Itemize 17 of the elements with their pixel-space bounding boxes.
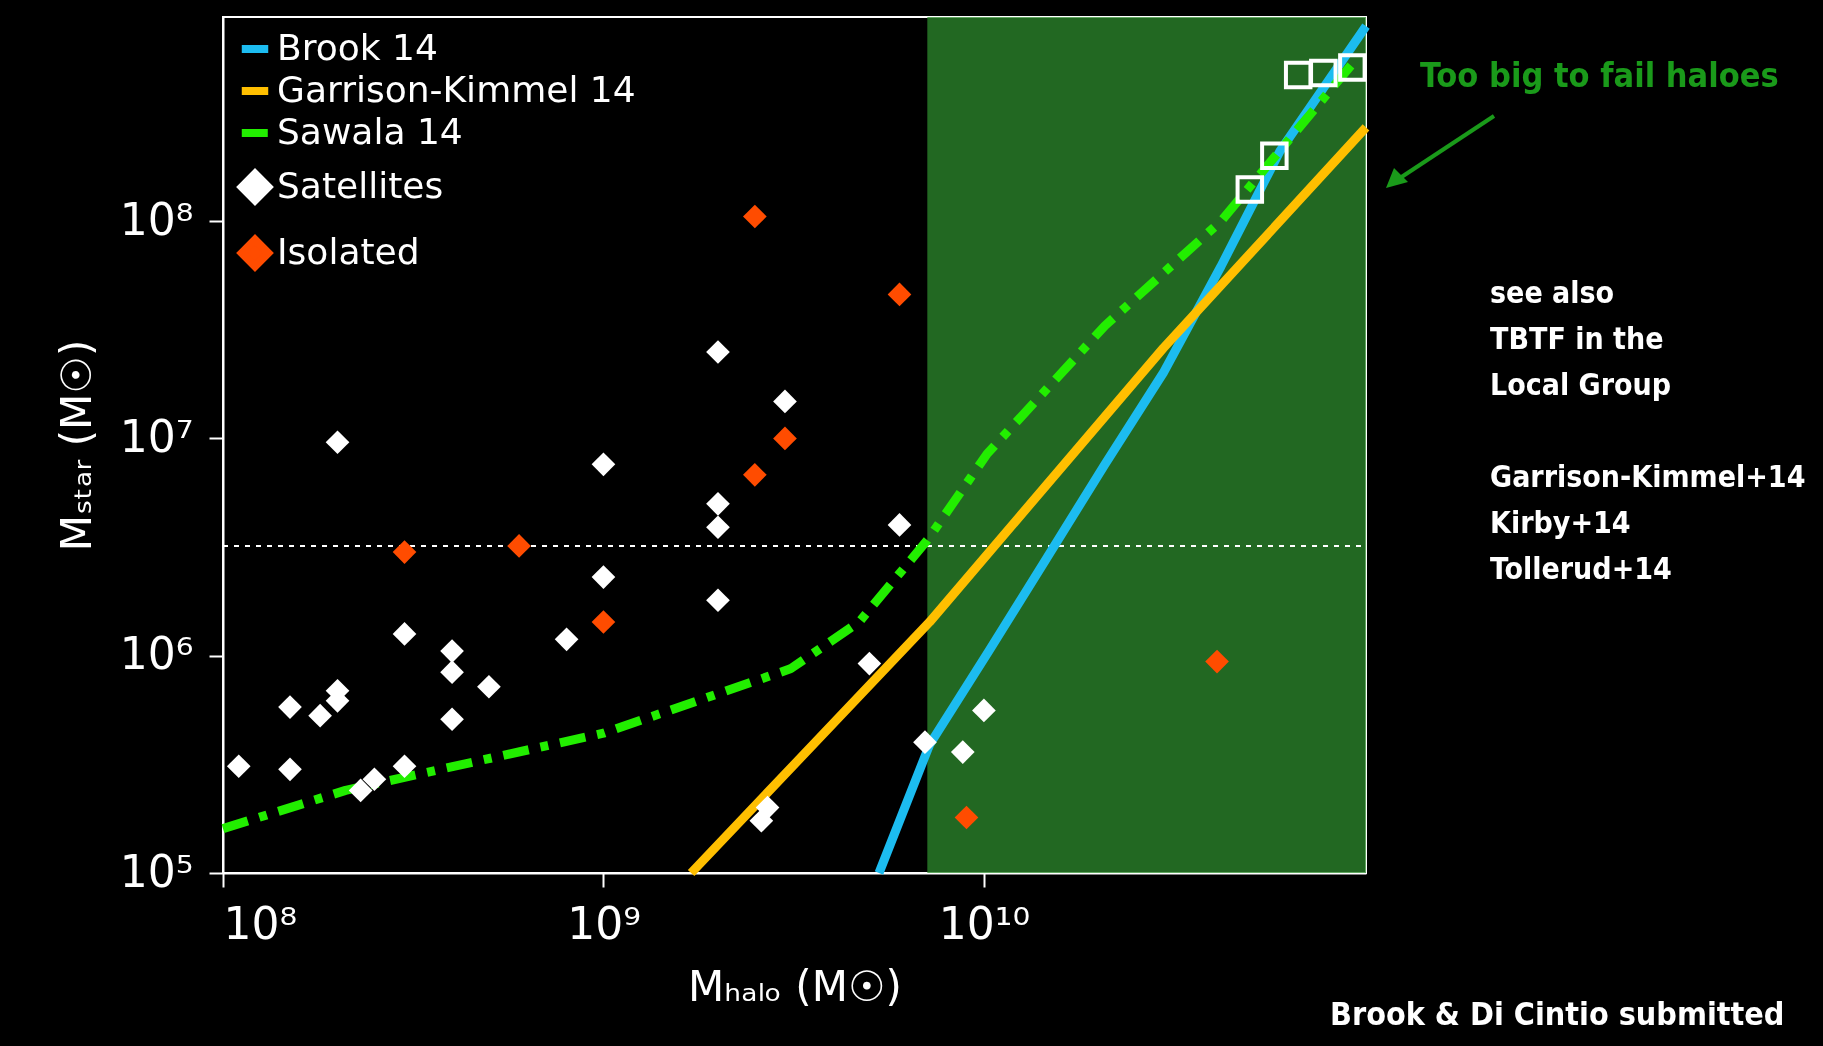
text: Brook & Di Cintio submitted — [1330, 995, 1785, 1033]
legend-label: Brook 14 — [277, 27, 438, 68]
legend-label: Satellites — [277, 165, 444, 206]
legend-label: Sawala 14 — [277, 111, 463, 152]
x-tick-label: 10⁹ — [567, 897, 641, 949]
y-axis-title: Mₛₜₐᵣ (M☉) — [51, 339, 101, 552]
x-tick-label: 10¹⁰ — [938, 897, 1031, 949]
y-tick-label: 10⁸ — [119, 193, 194, 245]
text: see also TBTF in the Local Group Garrison-Kimmel+14 Kirby+14 Tollerud+14 — [1490, 275, 1806, 586]
x-axis-title: Mₕₐₗₒ (M☉) — [687, 961, 903, 1011]
legend-label: Isolated — [277, 231, 420, 272]
y-tick-label: 10⁵ — [119, 845, 194, 897]
legend-label: Garrison-Kimmel 14 — [277, 69, 636, 110]
text: Too big to fail haloes — [1420, 55, 1779, 95]
y-tick-label: 10⁷ — [119, 410, 194, 462]
x-tick-label: 10⁸ — [223, 897, 298, 949]
y-tick-label: 10⁶ — [119, 628, 194, 680]
